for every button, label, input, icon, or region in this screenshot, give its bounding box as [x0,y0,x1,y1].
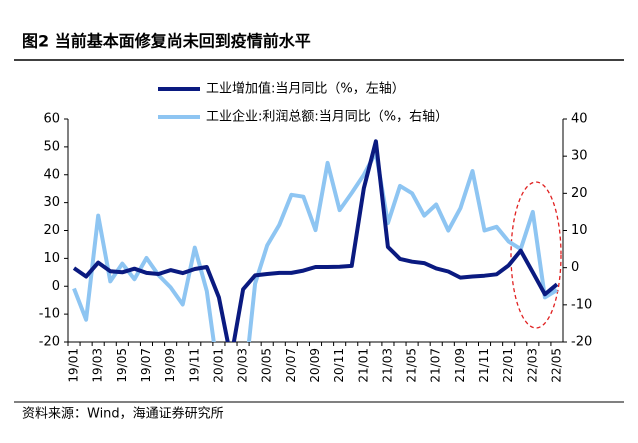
y2-tick-label: 40 [571,112,588,127]
y2-tick-label: 0 [571,260,579,275]
highlight-ellipse [510,181,562,329]
x-tick-label: 21/03 [380,348,394,383]
x-tick-label: 20/05 [260,348,274,383]
y-tick-label: 10 [43,251,60,266]
x-tick-label: 22/05 [549,348,563,383]
x-tick-label: 20/11 [332,348,346,383]
x-tick-label: 22/03 [525,348,539,383]
y2-tick-label: 30 [571,149,588,164]
x-tick-label: 21/07 [429,348,443,383]
x-tick-label: 19/11 [187,348,201,383]
x-tick-label: 21/09 [453,348,467,383]
x-tick-label: 20/03 [236,348,250,383]
y-tick-label: -20 [39,335,60,350]
x-tick-label: 19/09 [163,348,177,383]
x-tick-label: 21/05 [405,348,419,383]
y-tick-label: 0 [52,279,60,294]
y2-tick-label: 20 [571,186,588,201]
x-tick-label: 21/01 [356,348,370,383]
x-tick-label: 20/07 [284,348,298,383]
y-tick-label: 40 [43,167,60,182]
x-tick-label: 21/11 [477,348,491,383]
y2-tick-label: -10 [571,297,592,312]
series-line [72,150,559,342]
y-tick-label: -10 [39,307,60,322]
x-tick-label: 22/01 [501,348,515,383]
legend-label: 工业增加值:当月同比（%，左轴） [206,81,405,97]
series-line [72,139,559,342]
y-tick-label: 30 [43,195,60,210]
y-tick-label: 50 [43,139,60,154]
y-tick-label: 20 [43,223,60,238]
legend-label: 工业企业:利润总额:当月同比（%，右轴） [206,109,448,125]
x-tick-label: 19/03 [91,348,105,383]
y2-tick-label: -20 [571,335,592,350]
source: 资料来源：Wind，海通证券研究所 [22,406,224,422]
x-tick-label: 19/05 [115,348,129,383]
x-tick-label: 20/01 [211,348,225,383]
x-tick-label: 20/09 [308,348,322,383]
x-tick-label: 19/07 [139,348,153,383]
y2-tick-label: 10 [571,223,588,238]
x-tick-label: 19/01 [67,348,81,383]
chart-title: 图2 当前基本面修复尚未回到疫情前水平 [22,32,311,51]
y-tick-label: 60 [43,112,60,127]
